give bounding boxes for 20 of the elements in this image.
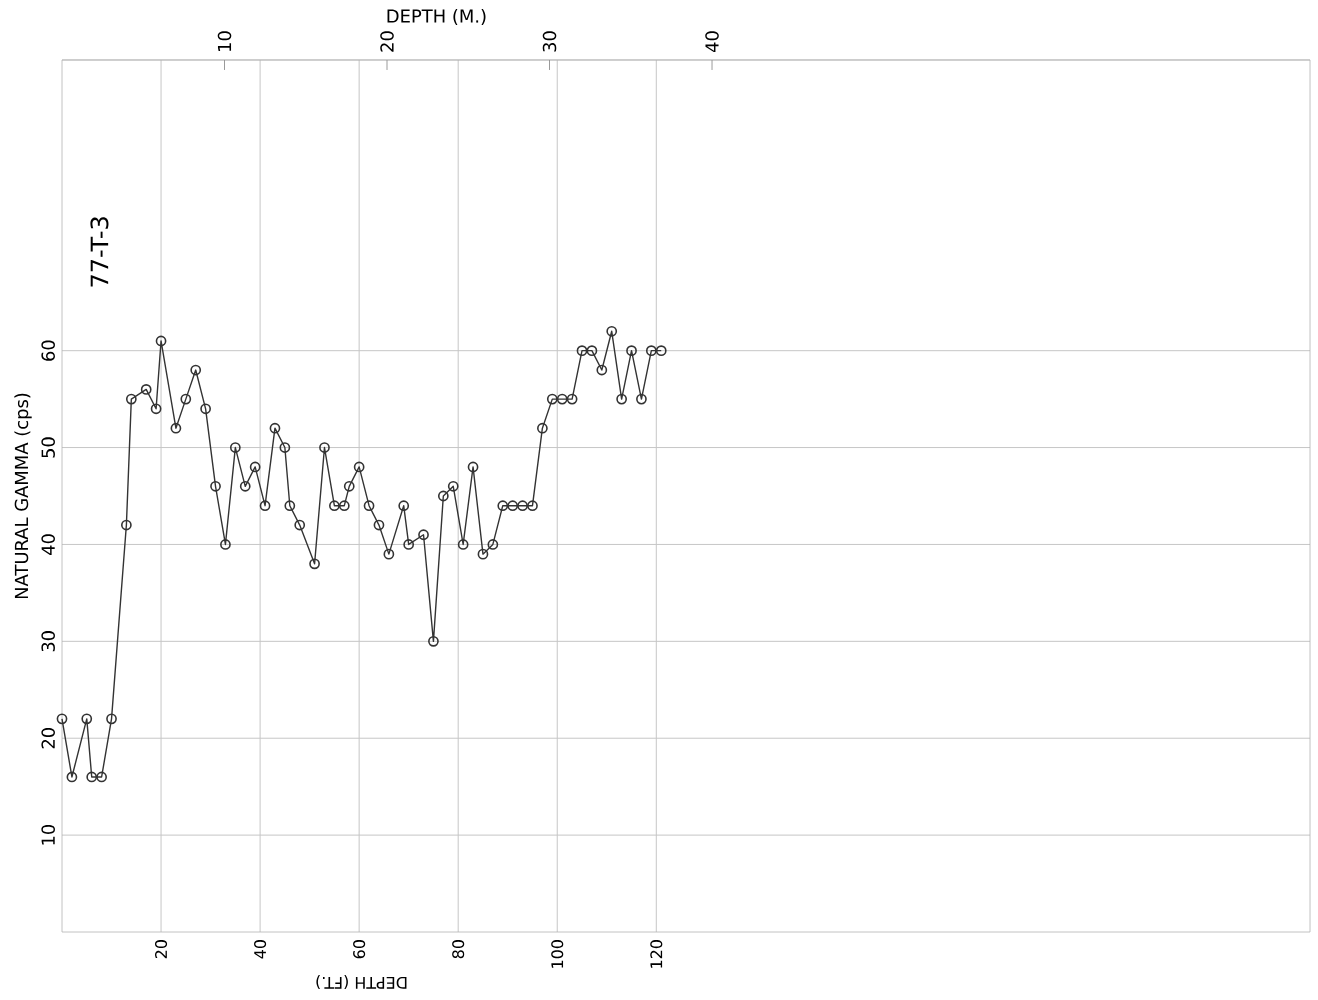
x2-tick-label: 10 xyxy=(217,31,232,51)
y-axis-title: NATURAL GAMMA (cps) xyxy=(14,393,32,599)
y-tick-label: 60 xyxy=(41,340,55,361)
x-tick-label: 20 xyxy=(155,940,168,959)
x-axis-title: DEPTH (FT.) xyxy=(316,974,407,990)
x2-tick-label: 40 xyxy=(705,31,719,53)
x2-tick-label: 20 xyxy=(380,31,394,52)
x-tick-label: 60 xyxy=(353,940,366,959)
x-tick-label: 120 xyxy=(650,940,663,968)
x-tick-label: 100 xyxy=(551,940,564,968)
x2-axis-title: DEPTH (M.) xyxy=(387,8,486,25)
y-tick-label: 50 xyxy=(41,437,55,458)
x-tick-label: 40 xyxy=(254,940,267,959)
y-tick-label: 20 xyxy=(41,728,55,749)
x-tick-label: 80 xyxy=(452,940,465,959)
x2-tick-label: 30 xyxy=(542,31,557,52)
annotation: 77-T-3 xyxy=(90,217,109,287)
y-tick-label: 10 xyxy=(41,824,55,845)
y-tick-label: 30 xyxy=(41,631,55,652)
y-tick-label: 40 xyxy=(41,534,55,555)
